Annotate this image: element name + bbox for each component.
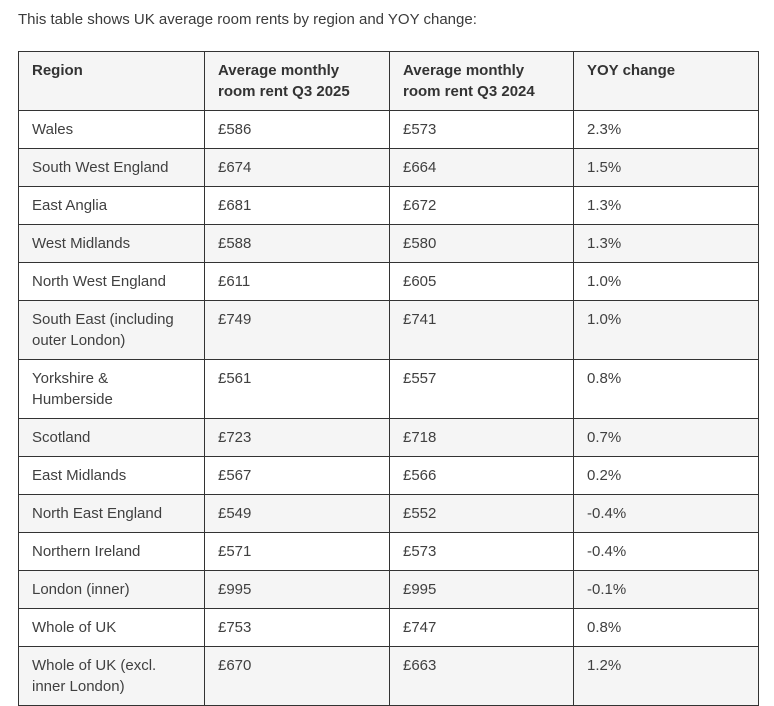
yoy-change-cell: 0.8% xyxy=(573,608,759,647)
rent-2025-cell: £611 xyxy=(204,262,390,301)
rent-2025-cell: £567 xyxy=(204,456,390,495)
table-row: Scotland £723 £718 0.7% xyxy=(18,418,759,457)
table-row: East Anglia £681 £672 1.3% xyxy=(18,186,759,225)
rent-2024-cell: £605 xyxy=(389,262,574,301)
rent-2024-cell: £741 xyxy=(389,300,574,360)
rent-2024-cell: £672 xyxy=(389,186,574,225)
yoy-change-cell: -0.4% xyxy=(573,494,759,533)
yoy-change-cell: 2.3% xyxy=(573,110,759,149)
rent-2024-cell: £573 xyxy=(389,532,574,571)
column-header-rent-q3-2024: Average monthly room rent Q3 2024 xyxy=(389,51,574,111)
table-row: Yorkshire & Humberside £561 £557 0.8% xyxy=(18,359,759,419)
yoy-change-cell: 0.2% xyxy=(573,456,759,495)
rent-2024-cell: £580 xyxy=(389,224,574,263)
rent-2025-cell: £674 xyxy=(204,148,390,187)
region-cell: London (inner) xyxy=(18,570,205,609)
region-cell: South West England xyxy=(18,148,205,187)
rent-2024-cell: £718 xyxy=(389,418,574,457)
yoy-change-cell: 0.8% xyxy=(573,359,759,419)
yoy-change-cell: 0.7% xyxy=(573,418,759,457)
region-cell: North West England xyxy=(18,262,205,301)
rent-2025-cell: £571 xyxy=(204,532,390,571)
yoy-change-cell: -0.4% xyxy=(573,532,759,571)
rent-2024-cell: £664 xyxy=(389,148,574,187)
rent-2025-cell: £753 xyxy=(204,608,390,647)
table-row: Northern Ireland £571 £573 -0.4% xyxy=(18,532,759,571)
rent-2025-cell: £749 xyxy=(204,300,390,360)
table-row: Whole of UK £753 £747 0.8% xyxy=(18,608,759,647)
rent-2025-cell: £681 xyxy=(204,186,390,225)
region-cell: Scotland xyxy=(18,418,205,457)
rent-2024-cell: £747 xyxy=(389,608,574,647)
rent-2025-cell: £995 xyxy=(204,570,390,609)
column-header-rent-q3-2025: Average monthly room rent Q3 2025 xyxy=(204,51,390,111)
table-row: London (inner) £995 £995 -0.1% xyxy=(18,570,759,609)
rent-2025-cell: £561 xyxy=(204,359,390,419)
region-cell: East Anglia xyxy=(18,186,205,225)
table-header-row: Region Average monthly room rent Q3 2025… xyxy=(18,51,759,111)
region-cell: East Midlands xyxy=(18,456,205,495)
table-row: West Midlands £588 £580 1.3% xyxy=(18,224,759,263)
rent-2025-cell: £723 xyxy=(204,418,390,457)
table-row: South West England £674 £664 1.5% xyxy=(18,148,759,187)
region-cell: West Midlands xyxy=(18,224,205,263)
yoy-change-cell: 1.0% xyxy=(573,300,759,360)
rent-2025-cell: £588 xyxy=(204,224,390,263)
rent-2024-cell: £663 xyxy=(389,646,574,706)
region-cell: Yorkshire & Humberside xyxy=(18,359,205,419)
yoy-change-cell: 1.2% xyxy=(573,646,759,706)
region-cell: Whole of UK (excl. inner London) xyxy=(18,646,205,706)
yoy-change-cell: -0.1% xyxy=(573,570,759,609)
table-row: South East (including outer London) £749… xyxy=(18,300,759,360)
yoy-change-cell: 1.0% xyxy=(573,262,759,301)
rent-2025-cell: £670 xyxy=(204,646,390,706)
rent-2024-cell: £566 xyxy=(389,456,574,495)
region-cell: Wales xyxy=(18,110,205,149)
yoy-change-cell: 1.5% xyxy=(573,148,759,187)
region-cell: North East England xyxy=(18,494,205,533)
table-row: North West England £611 £605 1.0% xyxy=(18,262,759,301)
rent-2025-cell: £549 xyxy=(204,494,390,533)
yoy-change-cell: 1.3% xyxy=(573,186,759,225)
table-row: Whole of UK (excl. inner London) £670 £6… xyxy=(18,646,759,706)
yoy-change-cell: 1.3% xyxy=(573,224,759,263)
rent-2024-cell: £552 xyxy=(389,494,574,533)
rent-2024-cell: £557 xyxy=(389,359,574,419)
column-header-yoy-change: YOY change xyxy=(573,51,759,111)
rent-2024-cell: £995 xyxy=(389,570,574,609)
table-row: Wales £586 £573 2.3% xyxy=(18,110,759,149)
uk-room-rents-table: Region Average monthly room rent Q3 2025… xyxy=(18,51,759,706)
rent-2025-cell: £586 xyxy=(204,110,390,149)
table-row: East Midlands £567 £566 0.2% xyxy=(18,456,759,495)
table-row: North East England £549 £552 -0.4% xyxy=(18,494,759,533)
table-caption: This table shows UK average room rents b… xyxy=(18,11,477,28)
region-cell: Whole of UK xyxy=(18,608,205,647)
rent-2024-cell: £573 xyxy=(389,110,574,149)
region-cell: South East (including outer London) xyxy=(18,300,205,360)
column-header-region: Region xyxy=(18,51,205,111)
region-cell: Northern Ireland xyxy=(18,532,205,571)
